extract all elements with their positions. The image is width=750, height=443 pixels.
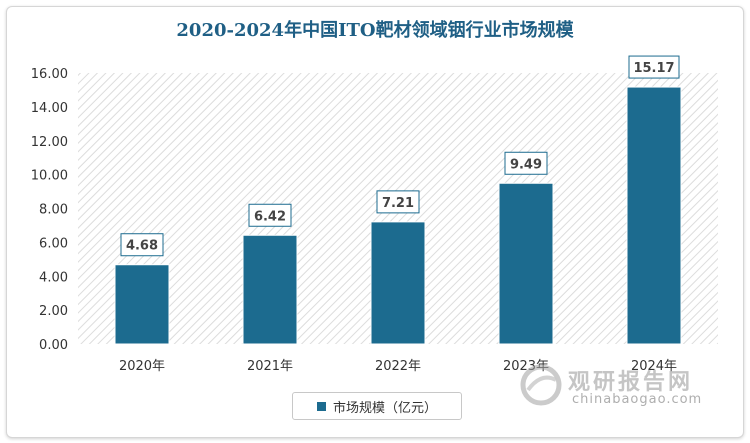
watermark-url: chinabaogao.com: [572, 392, 703, 407]
y-tick-label: 4.00: [39, 270, 68, 285]
bar: [242, 234, 298, 345]
data-label-box: [376, 190, 420, 214]
x-tick-label: 2023年: [503, 359, 549, 374]
legend-label: 市场规模（亿元）: [332, 400, 437, 416]
bar: [370, 221, 426, 345]
y-tick-label: 0.00: [39, 338, 68, 353]
watermark-brand: 观研报告网: [568, 370, 694, 395]
data-label: 9.49: [510, 157, 542, 172]
watermark-logo-icon: [520, 364, 562, 406]
y-tick-label: 10.00: [31, 169, 68, 184]
legend: 市场规模（亿元）: [292, 392, 462, 420]
data-label: 15.17: [633, 61, 674, 76]
y-tick-label: 16.00: [31, 67, 68, 82]
bar: [114, 264, 170, 345]
data-label-box: [504, 151, 548, 175]
watermark: 观研报告网 chinabaogao.com: [520, 362, 740, 412]
y-tick-label: 8.00: [39, 203, 68, 218]
x-tick-label: 2021年: [247, 359, 293, 374]
data-label-box: [248, 203, 292, 227]
bar: [626, 86, 682, 345]
x-tick-label: 2020年: [119, 359, 165, 374]
data-label: 7.21: [382, 196, 414, 211]
data-label: 4.68: [126, 239, 158, 254]
data-label-box: [628, 55, 680, 79]
data-label-box: [120, 233, 164, 257]
y-tick-label: 6.00: [39, 236, 68, 251]
x-tick-label: 2024年: [631, 359, 677, 374]
chart-title: 2020-2024年中国ITO靶材领域铟行业市场规模: [176, 20, 574, 41]
bar: [498, 182, 554, 345]
y-tick-label: 12.00: [31, 135, 68, 150]
y-tick-label: 2.00: [39, 304, 68, 319]
data-label: 6.42: [254, 209, 286, 224]
legend-swatch: [316, 401, 326, 411]
x-tick-label: 2022年: [375, 359, 421, 374]
y-tick-label: 14.00: [31, 101, 68, 116]
